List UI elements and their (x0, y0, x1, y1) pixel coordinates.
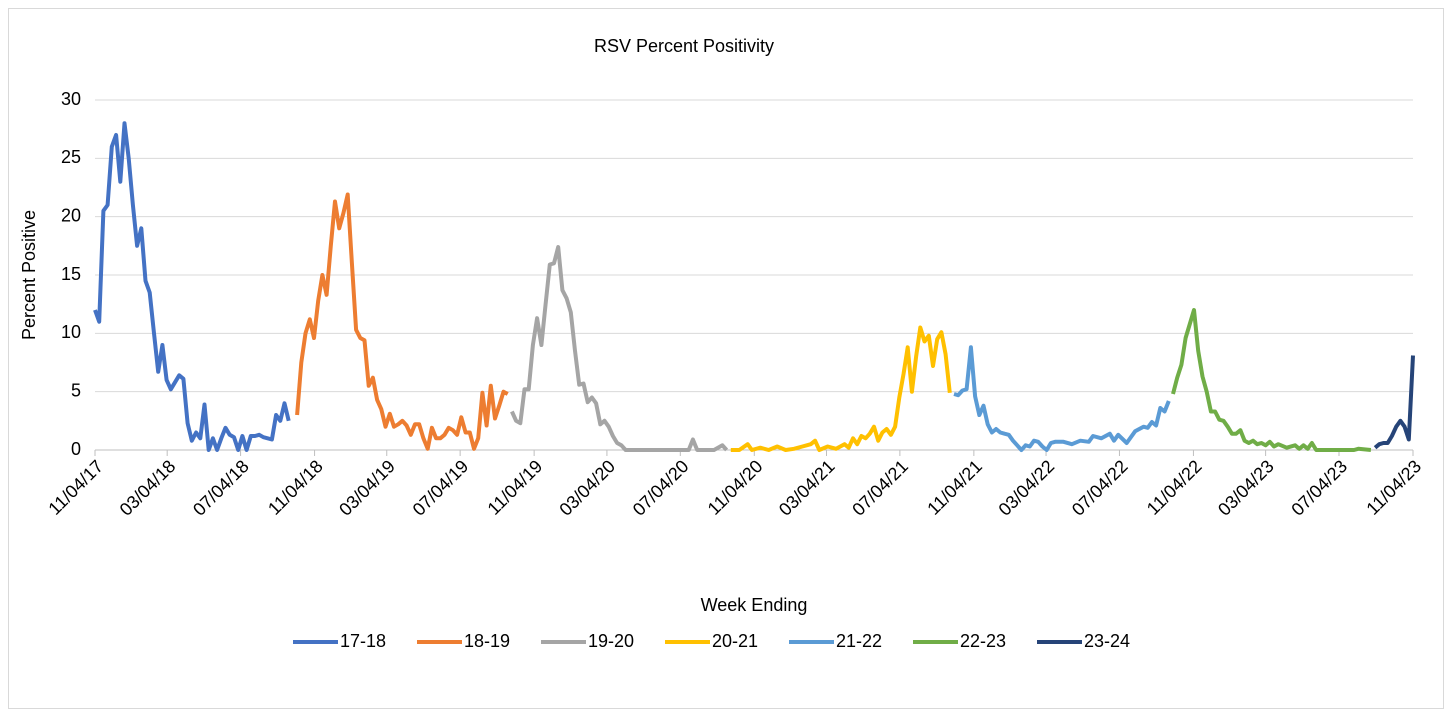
y-tick-label: 10 (61, 322, 81, 342)
series-line (1171, 308, 1372, 452)
series-line (510, 245, 729, 452)
legend-label: 23-24 (1084, 631, 1130, 651)
y-tick-label: 15 (61, 264, 81, 284)
x-axis-label: Week Ending (701, 595, 808, 615)
legend-label: 20-21 (712, 631, 758, 651)
series-line (1373, 355, 1415, 450)
legend-label: 18-19 (464, 631, 510, 651)
series-line (953, 345, 1171, 452)
legend-label: 21-22 (836, 631, 882, 651)
y-tick-label: 25 (61, 147, 81, 167)
y-tick-label: 5 (71, 380, 81, 400)
series-line (295, 192, 509, 451)
series-line (93, 121, 291, 452)
legend-label: 22-23 (960, 631, 1006, 651)
chart-title: RSV Percent Positivity (594, 36, 774, 56)
chart-frame (8, 8, 1444, 709)
y-tick-label: 0 (71, 439, 81, 459)
legend-label: 19-20 (588, 631, 634, 651)
legend-label: 17-18 (340, 631, 386, 651)
y-tick-label: 20 (61, 205, 81, 225)
y-axis-label: Percent Positive (19, 210, 39, 340)
series-line (730, 325, 952, 452)
y-tick-label: 30 (61, 89, 81, 109)
